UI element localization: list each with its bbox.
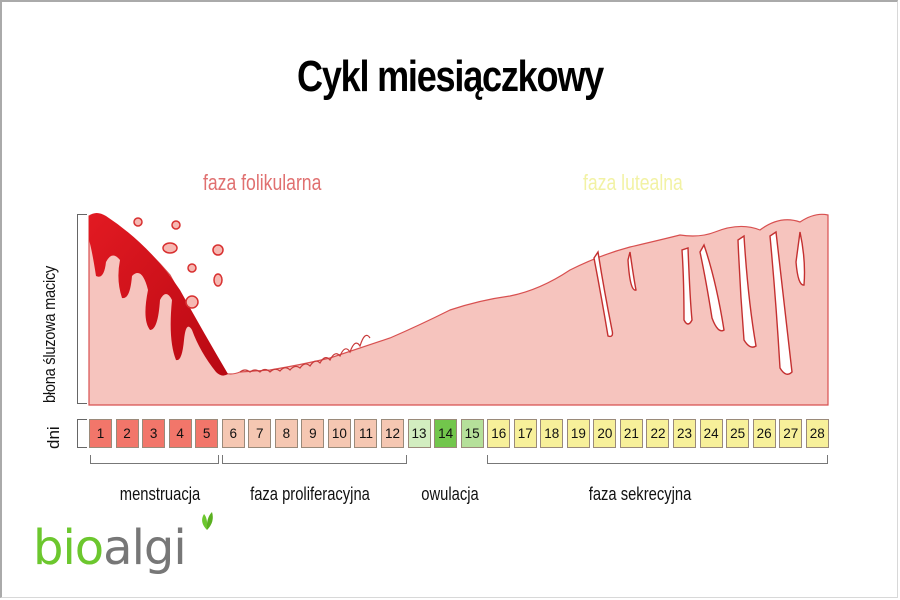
day-cell-3: 3 (142, 419, 166, 448)
y-axis-bracket (77, 214, 87, 404)
day-cell-23: 23 (673, 419, 697, 448)
group-label-faza-proliferacyjna: faza proliferacyjna (250, 484, 370, 504)
day-cell-20: 20 (593, 419, 617, 448)
day-cell-14: 14 (434, 419, 458, 448)
phase-label-luteal: faza lutealna (583, 170, 683, 195)
proliferative-surface (239, 334, 371, 373)
menstrual-shedding (89, 213, 228, 376)
bioalgi-logo: bioalgi (33, 520, 187, 576)
day-cell-18: 18 (540, 419, 564, 448)
endometrium-illustration (88, 213, 829, 406)
day-cell-2: 2 (115, 419, 139, 448)
group-label-menstruacja: menstruacja (119, 484, 201, 504)
day-cell-10: 10 (327, 419, 351, 448)
day-cell-19: 19 (566, 419, 590, 448)
day-cell-11: 11 (354, 419, 378, 448)
day-strip: 1 2 3 4 5 6 7 8 9 10 11 12 13 14 15 16 17 18 19 20 21 22 23 24 2… (89, 419, 832, 448)
bracket-menstruacja (90, 455, 219, 464)
day-cell-12: 12 (381, 419, 405, 448)
day-cell-6: 6 (221, 419, 245, 448)
bracket-faza-proliferacyjna (222, 455, 407, 464)
group-label-owulacja: owulacja (421, 484, 479, 504)
day-cell-13: 13 (407, 419, 431, 448)
day-cell-24: 24 (699, 419, 723, 448)
day-cell-26: 26 (752, 419, 776, 448)
phase-label-follicular: faza folikularna (203, 170, 322, 195)
page-title: Cykl miesiączkowy (296, 52, 604, 101)
group-label-faza-sekrecyjna: faza sekrecyjna (588, 484, 692, 504)
day-cell-27: 27 (779, 419, 803, 448)
day-cell-15: 15 (460, 419, 484, 448)
day-cell-9: 9 (301, 419, 325, 448)
day-cell-22: 22 (646, 419, 670, 448)
tissue-fragments (133, 217, 224, 309)
leaf-icon (202, 512, 213, 530)
day-cell-25: 25 (726, 419, 750, 448)
day-cell-28: 28 (805, 419, 829, 448)
days-bracket (77, 419, 87, 448)
day-cell-21: 21 (619, 419, 643, 448)
day-cell-4: 4 (168, 419, 192, 448)
day-cell-1: 1 (89, 419, 112, 448)
days-axis-label: dni (44, 426, 63, 449)
day-cell-5: 5 (195, 419, 219, 448)
day-cell-7: 7 (248, 419, 272, 448)
endometrial-glands (593, 230, 806, 375)
day-cell-8: 8 (274, 419, 298, 448)
day-cell-17: 17 (513, 419, 537, 448)
day-cell-16: 16 (487, 419, 511, 448)
bracket-faza-sekrecyjna (487, 455, 828, 464)
